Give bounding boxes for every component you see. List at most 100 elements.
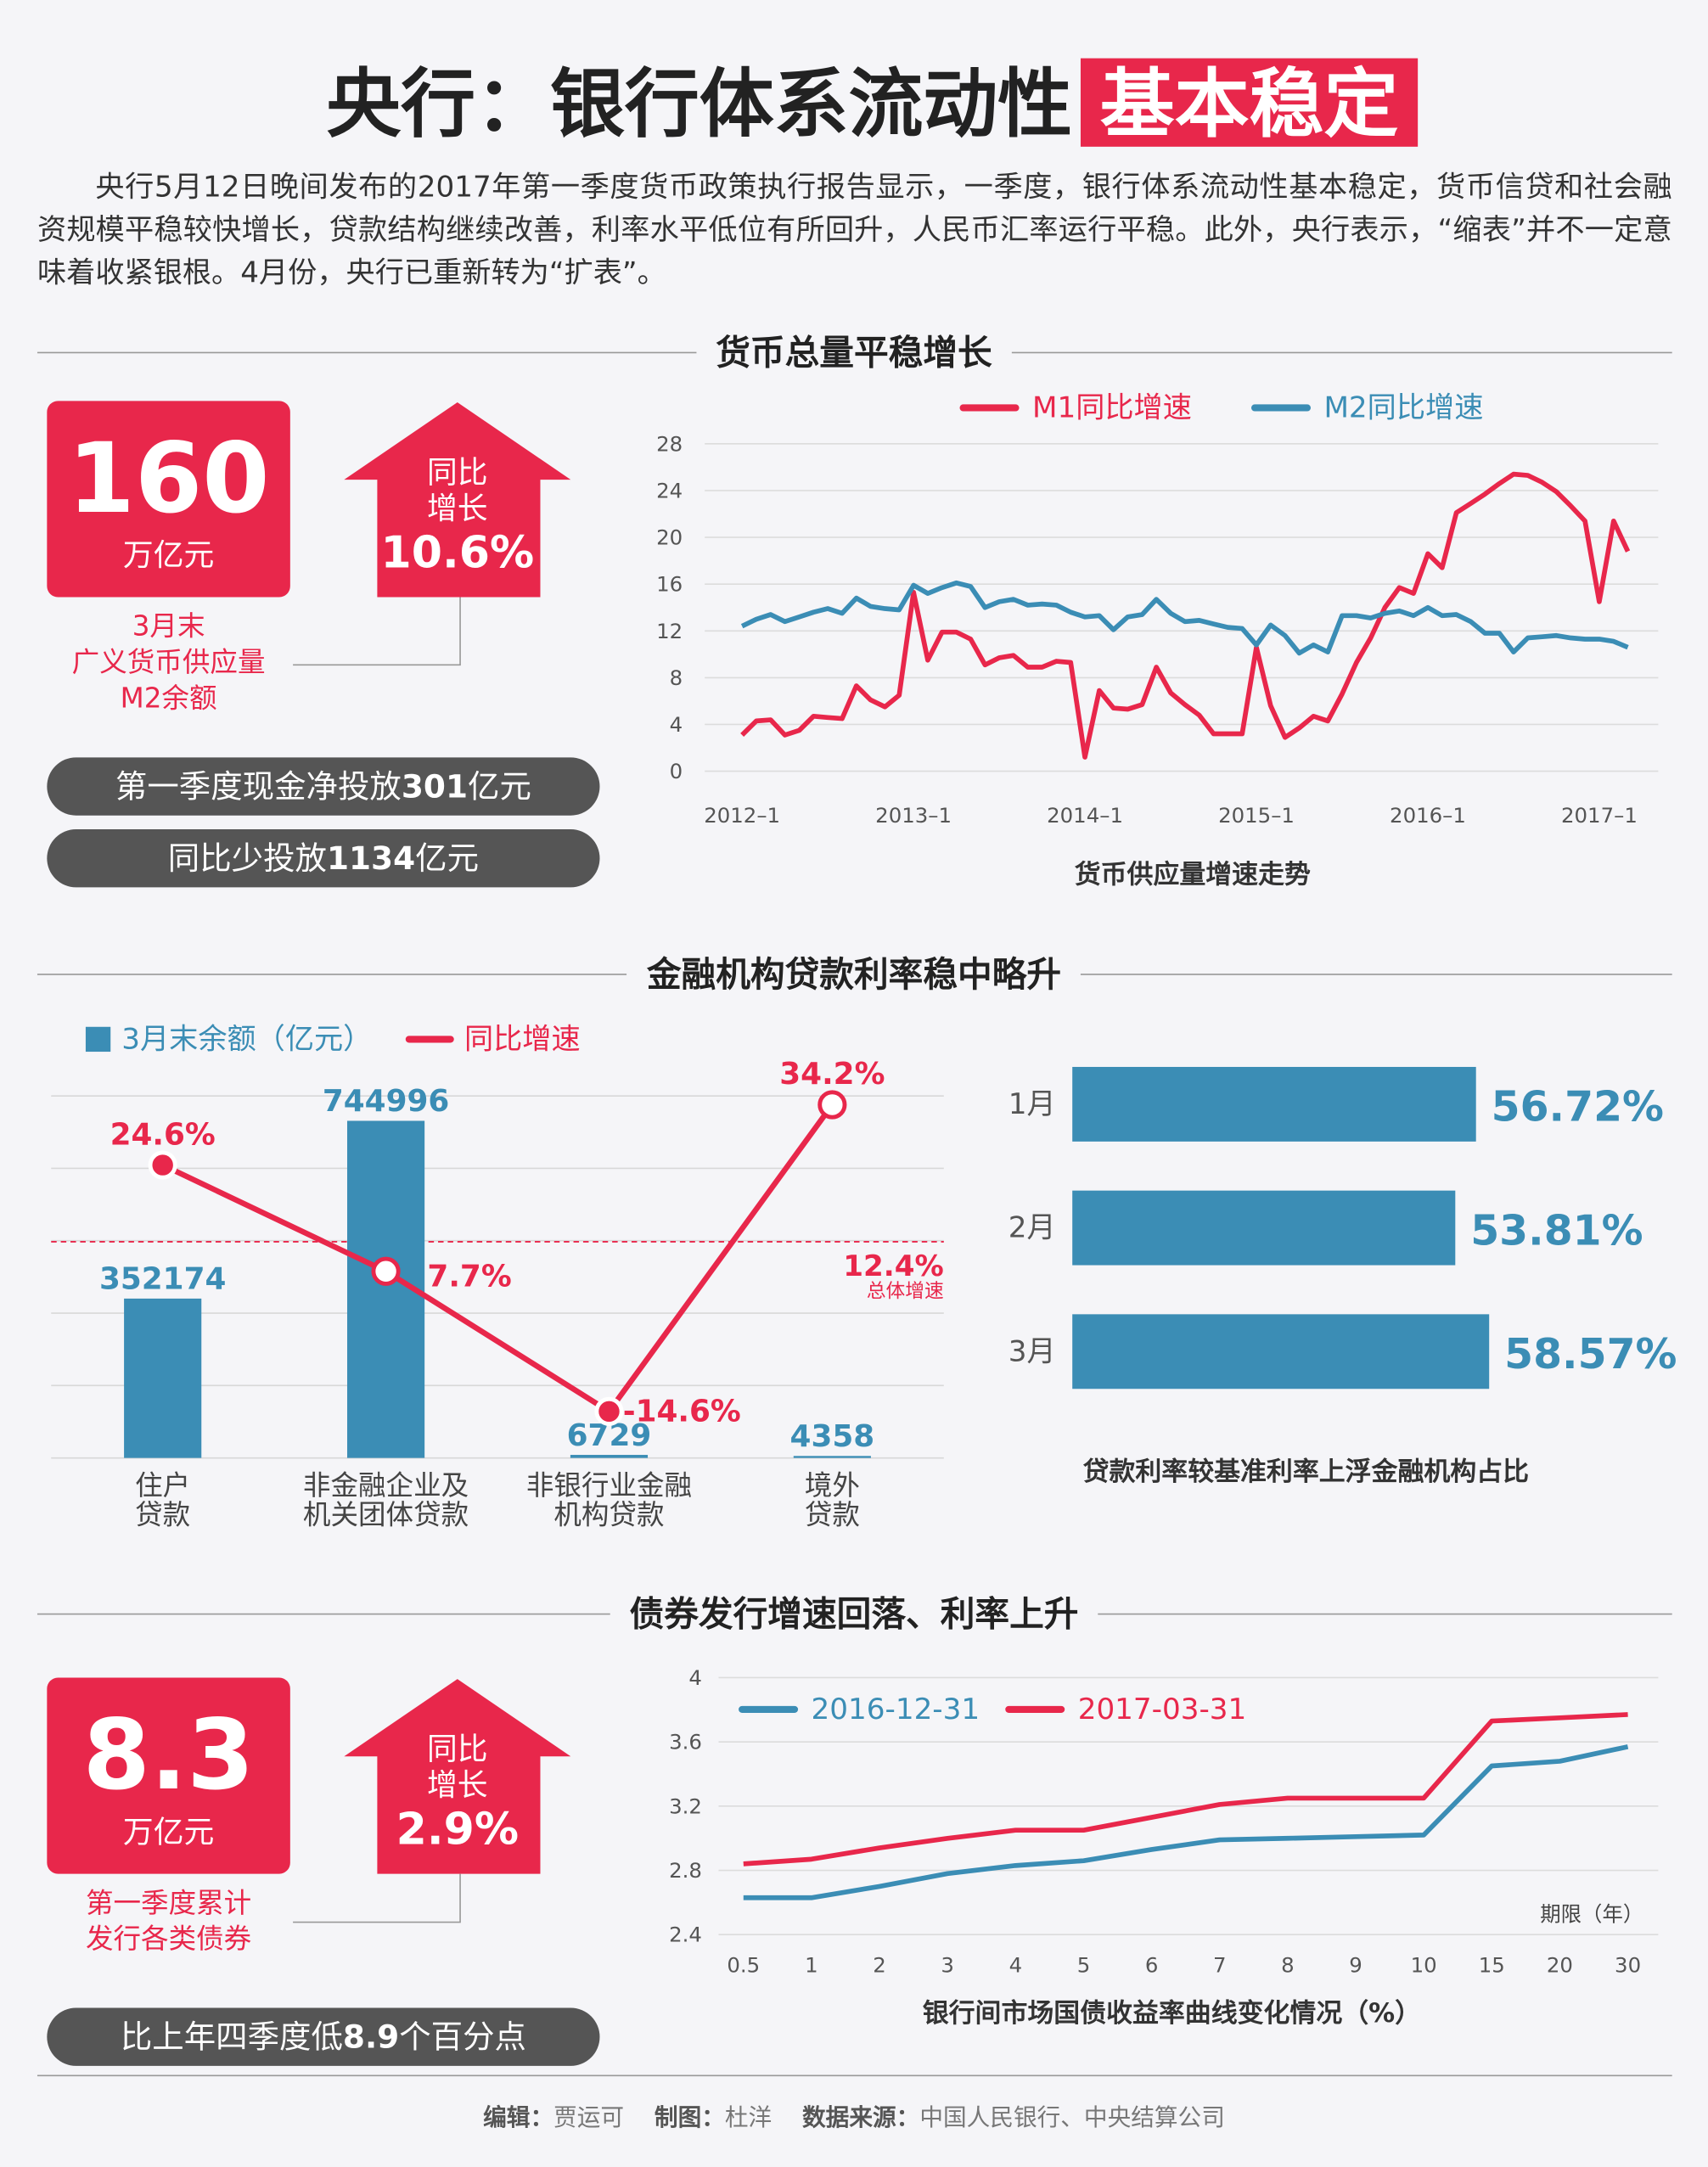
section-heading: 债券发行增速回落、利率上升: [630, 1594, 1079, 1635]
x-axis-label: 货币供应量增速走势: [1075, 860, 1311, 890]
stat-caption: M2余额: [121, 682, 217, 714]
legend-label: 2017-03-31: [1078, 1693, 1247, 1726]
x-tick-label: 0.5: [727, 1953, 760, 1978]
pill-part: 8.9: [343, 2018, 399, 2056]
footer: 编辑：贾运可 制图：杜洋 数据来源：中国人民银行、中央结算公司: [483, 2103, 1225, 2131]
y-tick-label: 3.6: [669, 1730, 702, 1754]
bar-value-label: 56.72%: [1492, 1083, 1664, 1131]
y-tick-label: 2.8: [669, 1858, 702, 1883]
growth-label: -14.6%: [623, 1394, 741, 1429]
x-tick-label: 住户: [135, 1469, 190, 1502]
series-line: [740, 580, 1629, 656]
bar-value-label: 53.81%: [1470, 1206, 1643, 1255]
arrow-value: 10.6%: [380, 527, 534, 578]
title-highlight: 基本稳定: [1100, 60, 1399, 148]
growth-line: [161, 1103, 834, 1416]
annotation: 期限（年）: [1540, 1901, 1643, 1926]
pill-text: 第一季度现金净投放301亿元: [115, 768, 531, 806]
arrow-text: 增长: [427, 1768, 488, 1803]
x-tick-label: 2013–1: [875, 803, 952, 828]
series-line: [743, 1744, 1629, 1900]
growth-label: 34.2%: [779, 1057, 885, 1092]
stat-caption: 3月末: [132, 610, 205, 643]
x-tick-label: 机构贷款: [553, 1498, 664, 1530]
bar: [1072, 1314, 1490, 1389]
arrow-text: 增长: [427, 491, 488, 526]
category-label: 1月: [1009, 1087, 1056, 1121]
x-tick-label: 非金融企业及: [303, 1469, 469, 1502]
x-tick-label: 20: [1547, 1953, 1573, 1978]
category-label: 3月: [1009, 1334, 1056, 1368]
x-axis-label: 贷款利率较基准利率上浮金融机构占比: [1083, 1457, 1529, 1487]
footer-value: 中国人民银行、中央结算公司: [919, 2103, 1225, 2131]
growth-point: [594, 1396, 624, 1426]
legend-label: 3月末余额（亿元）: [121, 1022, 372, 1056]
y-tick-label: 4: [670, 712, 683, 737]
arrow-value: 2.9%: [396, 1805, 519, 1855]
bar: [1072, 1190, 1456, 1266]
y-tick-label: 20: [656, 525, 683, 550]
x-tick-label: 7: [1213, 1953, 1227, 1978]
bar-value-label: 4358: [790, 1419, 875, 1454]
y-tick-label: 28: [656, 431, 683, 456]
growth-label: 24.6%: [110, 1117, 216, 1152]
intro-box: 央行5月12日晚间发布的2017年第一季度货币政策执行报告显示，一季度，银行体系…: [37, 171, 1672, 289]
arrow-text: 同比: [427, 1732, 488, 1767]
y-tick-label: 2.4: [669, 1923, 702, 1947]
growth-point: [371, 1256, 401, 1286]
stat-unit: 万亿元: [123, 1815, 214, 1850]
pill: [47, 2007, 600, 2066]
pill: [47, 828, 600, 888]
x-tick-label: 30: [1615, 1953, 1641, 1978]
stat-caption: 发行各类债券: [86, 1923, 251, 1955]
x-tick-label: 境外: [805, 1469, 860, 1502]
x-tick-label: 机关团体贷款: [303, 1498, 469, 1530]
pill-part: 亿元: [415, 839, 479, 877]
footer-value: 杜洋: [725, 2103, 772, 2131]
x-tick-label: 10: [1411, 1953, 1437, 1978]
legend-label: 同比增速: [464, 1022, 581, 1056]
x-tick-label: 贷款: [805, 1498, 860, 1530]
x-tick-label: 8: [1281, 1953, 1295, 1978]
pill-part: 1134: [327, 839, 415, 877]
y-tick-label: 8: [670, 665, 683, 690]
bar-value-label: 352174: [99, 1262, 226, 1297]
growth-point: [817, 1090, 847, 1120]
stat-box: [47, 401, 290, 598]
series-line: [743, 1712, 1628, 1867]
pill-part: 301: [402, 768, 468, 806]
x-tick-label: 非银行业金融: [526, 1469, 692, 1502]
y-tick-label: 3.2: [669, 1794, 702, 1818]
x-tick-label: 6: [1145, 1953, 1159, 1978]
section-heading-bg: [626, 949, 1081, 1000]
pill-text: 同比少投放1134亿元: [168, 839, 479, 877]
connector: [293, 1873, 461, 1923]
stat-box: [47, 1677, 290, 1874]
series-line: [740, 471, 1631, 760]
stat-number: 160: [68, 422, 270, 535]
y-tick-label: 4: [688, 1665, 702, 1690]
pill-part: 个百分点: [399, 2018, 526, 2056]
growth-arrow: [344, 1679, 571, 1874]
stat-unit: 万亿元: [123, 538, 214, 573]
section-heading-bg: [610, 1589, 1098, 1639]
x-tick-label: 3: [941, 1953, 954, 1978]
x-tick-label: 2015–1: [1218, 803, 1295, 828]
bar: [793, 1456, 871, 1458]
footer-label: 编辑：: [483, 2103, 553, 2131]
bar-value-label: 744996: [323, 1084, 449, 1119]
legend-label: M2同比增速: [1323, 390, 1483, 424]
connector: [293, 597, 461, 666]
pill-part: 同比少投放: [168, 839, 327, 877]
x-tick-label: 2012–1: [704, 803, 780, 828]
x-tick-label: 2: [873, 1953, 886, 1978]
y-tick-label: 24: [656, 478, 683, 502]
stat-number: 8.3: [83, 1698, 255, 1811]
stat-caption: 第一季度累计: [86, 1887, 251, 1919]
growth-arrow: [344, 401, 571, 598]
footer-label: 制图：: [655, 2103, 725, 2131]
pill: [47, 757, 600, 816]
bar-value-label: 58.57%: [1504, 1330, 1677, 1378]
y-tick-label: 0: [670, 759, 683, 783]
